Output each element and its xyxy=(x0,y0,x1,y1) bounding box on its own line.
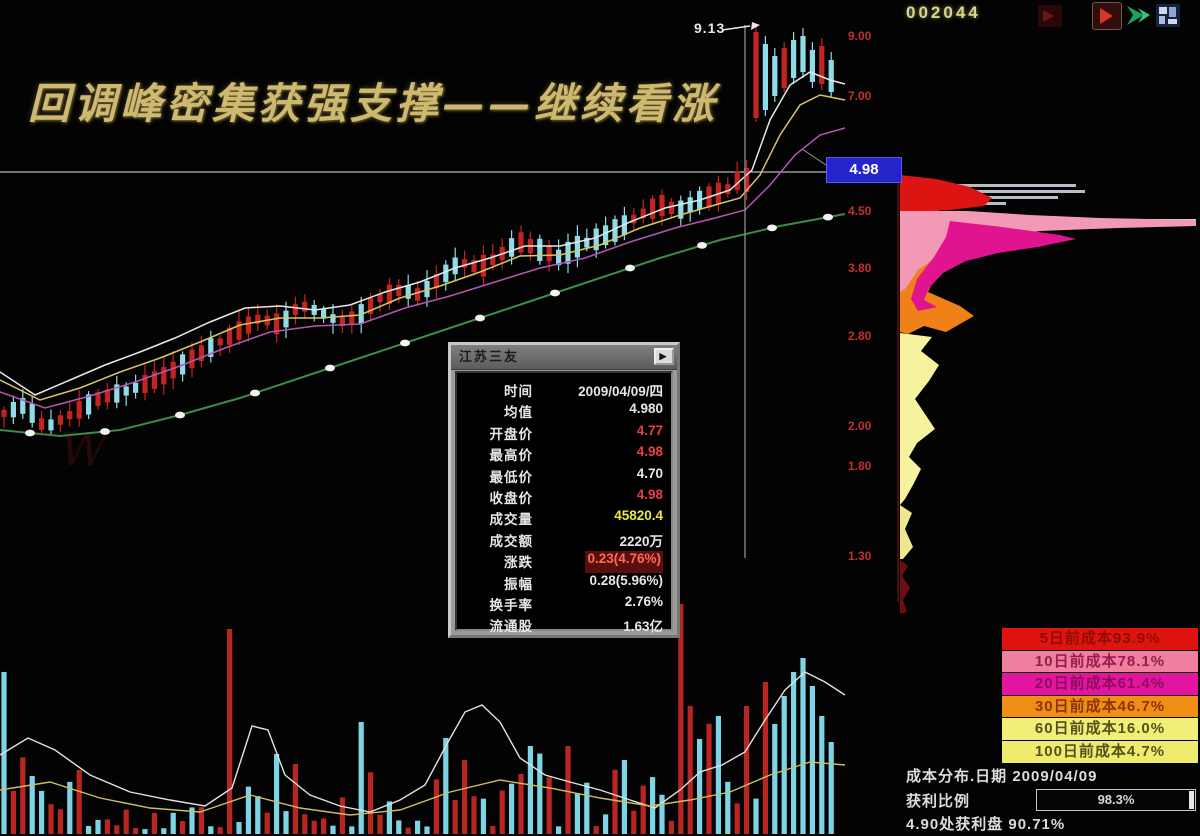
distribution-date-line: 成本分布.日期 2009/04/09 xyxy=(906,768,1098,785)
profit-ratio-label: 获利比例 xyxy=(906,793,971,810)
dim-red-icon[interactable] xyxy=(1038,5,1062,27)
quote-row: 开盘价 4.77 xyxy=(489,422,664,442)
yellow-region xyxy=(900,333,939,505)
popup-close-button[interactable]: ▶ xyxy=(654,348,674,365)
ma-yellow xyxy=(0,94,846,401)
legend-row: 20日前成本61.4% xyxy=(1002,673,1198,695)
red-spikes xyxy=(900,560,910,614)
quote-row: 振幅 0.28(5.96%) xyxy=(504,572,663,592)
cost-legend: 5日前成本93.9% 10日前成本78.1% 20日前成本61.4% 30日前成… xyxy=(1002,628,1198,764)
quote-row: 成交量 45820.4 xyxy=(489,508,664,528)
legend-row: 10日前成本78.1% xyxy=(1002,650,1198,673)
svg-text:1.80: 1.80 xyxy=(848,459,872,473)
yellow-tail xyxy=(900,505,913,559)
green-ma-white-dots xyxy=(25,213,833,437)
quote-row: 最高价 4.98 xyxy=(489,444,664,464)
price-axis-labels: 9.00 7.00 4.50 3.80 2.80 2.00 1.80 1.30 xyxy=(848,29,872,563)
quote-row: 流通股 1.63亿 xyxy=(489,619,664,635)
quote-row: 成交额 2220万 xyxy=(489,533,664,549)
popup-body: 时间 2009/04/09/四 均值 4.980 开盘价 4.77 最高价 4.98 最… xyxy=(455,371,673,634)
green-arrow-icon[interactable] xyxy=(1124,2,1154,29)
volume-bars-layer xyxy=(1,604,834,834)
quote-row: 均值 4.980 xyxy=(504,401,663,421)
ma-magenta xyxy=(0,127,846,409)
popup-titlebar[interactable]: 江苏三友 ▶ xyxy=(451,345,677,370)
svg-text:2.80: 2.80 xyxy=(848,329,872,343)
svg-text:9.00: 9.00 xyxy=(848,29,872,43)
quote-row: 涨跌 0.23(4.76%) xyxy=(461,551,663,573)
ma-white xyxy=(0,71,846,396)
red-peak xyxy=(900,175,992,212)
volume-ma-lines xyxy=(0,671,846,816)
svg-text:7.00: 7.00 xyxy=(848,89,872,103)
quote-row: 时间 2009/04/09/四 xyxy=(504,384,663,399)
svg-text:1.30: 1.30 xyxy=(848,549,872,563)
popup-title: 江苏三友 xyxy=(459,349,520,364)
quote-row: 换手率 2.76% xyxy=(489,593,664,613)
cost-distribution-profile xyxy=(897,175,1196,614)
banner-title: 回调峰密集获强支撑——继续看涨 xyxy=(28,79,719,128)
legend-row: 30日前成本46.7% xyxy=(1002,695,1198,718)
svg-text:3.80: 3.80 xyxy=(848,261,872,275)
svg-text:4.50: 4.50 xyxy=(848,204,872,218)
grid-icon[interactable] xyxy=(1156,4,1180,27)
vma-yellow xyxy=(0,761,846,816)
player-icon[interactable] xyxy=(1092,2,1122,30)
quote-row: 收盘价 4.98 xyxy=(489,486,664,506)
legend-row: 5日前成本93.9% xyxy=(1002,628,1198,650)
stock-code: 002044 xyxy=(906,3,981,22)
profit-at-price-line: 4.90处获利盘 90.71% xyxy=(906,816,1066,833)
legend-row: 60日前成本16.0% xyxy=(1002,718,1198,740)
profit-ratio-bar: 98.3% xyxy=(1036,789,1196,811)
magenta-curl xyxy=(911,221,1076,311)
peak-price-label: 9.13 xyxy=(694,20,726,36)
vma-white xyxy=(0,671,846,813)
svg-text:2.00: 2.00 xyxy=(848,419,872,433)
quote-row: 最低价 4.70 xyxy=(489,465,664,485)
peak-arrow xyxy=(721,22,760,31)
current-price-badge: 4.98 xyxy=(826,157,902,183)
legend-row: 100日前成本4.7% xyxy=(1002,740,1198,763)
quote-popup-window: 江苏三友 ▶ 时间 2009/04/09/四 均值 4.980 开盘价 4.77 最高… xyxy=(448,342,680,638)
